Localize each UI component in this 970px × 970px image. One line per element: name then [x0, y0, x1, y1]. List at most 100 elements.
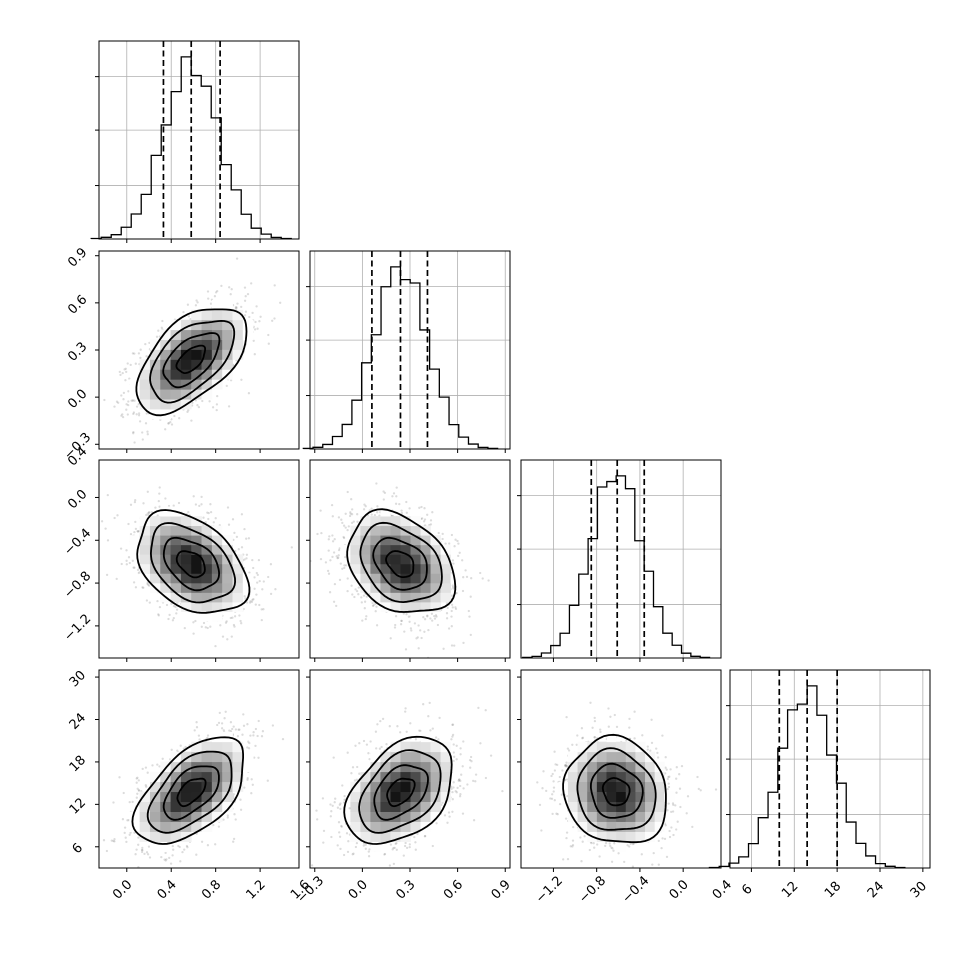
density-cell [440, 554, 451, 565]
sample-point [451, 586, 455, 589]
hist-panel-2 [517, 459, 722, 662]
sample-point [335, 555, 338, 558]
sample-point [255, 571, 258, 575]
density-cell [430, 535, 441, 546]
sample-point [245, 601, 249, 604]
sample-point [171, 844, 174, 848]
sample-point [350, 584, 353, 587]
sample-point [183, 626, 186, 630]
sample-point [139, 356, 142, 360]
sample-point [121, 413, 124, 416]
sample-point [137, 571, 140, 575]
density-cell [160, 349, 171, 360]
density-cell [211, 554, 223, 565]
density-cell [139, 389, 151, 400]
sample-point [136, 530, 140, 533]
sample-point [118, 370, 121, 374]
sample-point [361, 619, 364, 622]
sample-point [186, 303, 190, 306]
sample-point [121, 415, 125, 419]
sample-point [455, 591, 458, 595]
sample-point [133, 399, 136, 402]
sample-point [326, 569, 330, 573]
sample-point [269, 563, 273, 566]
sample-point [231, 518, 235, 521]
sample-point [186, 410, 189, 414]
sample-point [227, 523, 231, 526]
density-cell [160, 516, 171, 527]
density-cell [400, 516, 411, 527]
density-cell [149, 399, 161, 410]
sample-point [121, 371, 124, 375]
density-cell [211, 582, 223, 593]
density-cell [370, 563, 381, 574]
sample-point [371, 604, 375, 608]
density-cell [160, 554, 171, 565]
hist-panel-3 [708, 669, 931, 872]
sample-point [126, 413, 129, 416]
sample-point [202, 523, 205, 527]
sample-point [213, 295, 217, 298]
sample-point [383, 491, 387, 495]
density-cell [360, 573, 371, 584]
density-cell [232, 329, 244, 340]
sample-point [128, 377, 131, 380]
density-cell [360, 582, 371, 593]
sample-point [441, 537, 444, 541]
density-cell [191, 601, 202, 612]
sample-point [258, 603, 261, 607]
sample-point [423, 507, 426, 510]
sample-point [465, 575, 469, 579]
sample-point [142, 586, 145, 589]
density-cell [420, 544, 431, 555]
sample-point [250, 600, 254, 603]
sample-point [246, 292, 250, 296]
density-cell [380, 535, 391, 546]
sample-point [450, 644, 454, 647]
sample-point [175, 608, 179, 611]
sample-point [172, 616, 175, 620]
sample-point [247, 392, 251, 395]
density-cell [160, 582, 171, 593]
sample-point [436, 623, 440, 627]
sample-point [216, 289, 219, 293]
density-cell [191, 329, 202, 340]
sample-point [187, 409, 190, 412]
sample-point [360, 596, 363, 599]
density-cell [360, 525, 371, 536]
density-cell [242, 319, 254, 331]
sample-point [426, 615, 429, 618]
sample-point [353, 595, 356, 599]
sample-point [341, 567, 344, 570]
sample-point [351, 508, 354, 511]
sample-point [394, 615, 398, 618]
density-cell [170, 516, 182, 527]
sample-point [254, 320, 257, 324]
sample-point [422, 616, 425, 619]
sample-point [354, 588, 357, 591]
density-cell [211, 309, 223, 321]
density-cell [191, 516, 202, 527]
sample-point [145, 599, 149, 602]
density-cell [222, 563, 233, 574]
contour-line [149, 319, 236, 404]
density-cell [440, 582, 451, 593]
sample-point [240, 622, 243, 625]
sample-point [356, 520, 359, 523]
sample-point [469, 595, 472, 598]
sample-point [344, 564, 348, 567]
density-cell [180, 389, 192, 400]
density-cell [420, 601, 431, 612]
sample-point [357, 586, 360, 589]
sample-point [426, 513, 429, 516]
density-cell [211, 339, 223, 350]
sample-point [342, 535, 345, 539]
density-cell [400, 544, 411, 555]
sample-point [337, 516, 341, 519]
sample-point [419, 629, 422, 632]
sample-point [452, 587, 455, 590]
sample-point [133, 500, 137, 504]
sample-point [254, 603, 257, 606]
sample-point [125, 370, 128, 374]
sample-point [333, 582, 337, 586]
